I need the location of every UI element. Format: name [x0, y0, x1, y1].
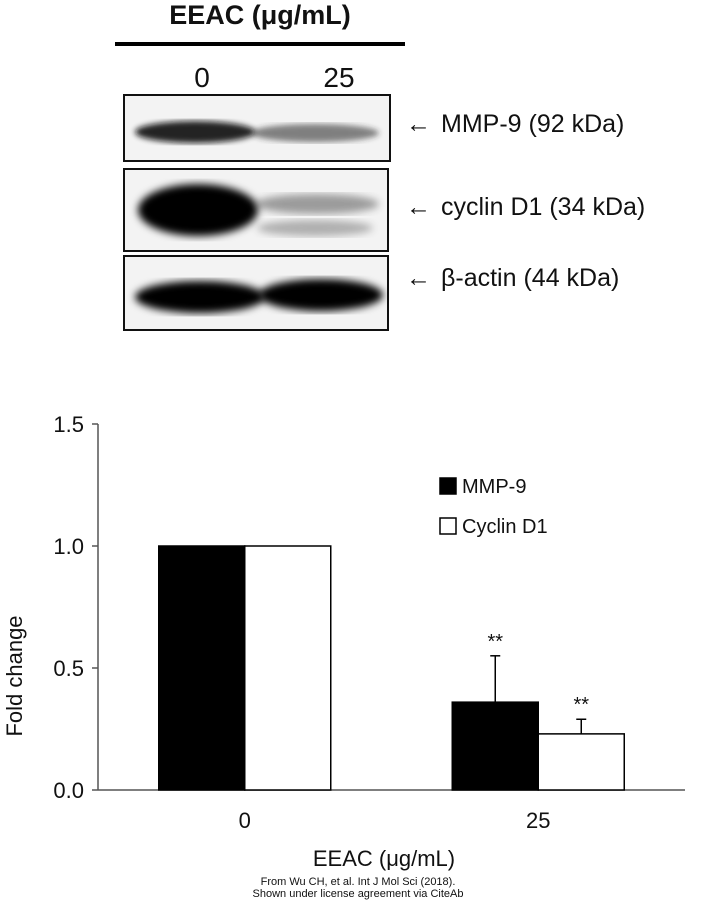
legend-swatch	[439, 477, 457, 495]
band-label-mmp9: ← MMP-9 (92 kDa)	[406, 110, 624, 139]
arrow-left-icon: ←	[406, 193, 431, 221]
blot-image-cyclind1	[138, 184, 379, 236]
x-tick-label: 25	[526, 808, 550, 833]
arrow-left-icon: ←	[406, 264, 431, 292]
band-actin-lane25	[259, 279, 383, 311]
band-label-text: MMP-9 (92 kDa)	[441, 110, 625, 138]
band-label-actin: ← β-actin (44 kDa)	[406, 264, 619, 293]
blot-lane-label-25: 25	[323, 62, 355, 93]
band-cyclind1-lane0	[138, 184, 258, 236]
y-axis-label: Fold change	[2, 615, 27, 736]
blot-panel-actin	[123, 255, 389, 331]
blot-panel-cyclind1	[123, 168, 389, 252]
significance-marker: **	[487, 631, 503, 653]
band-actin-lane0	[135, 281, 265, 313]
band-mmp9-lane0	[135, 121, 255, 143]
y-tick-label: 0.5	[53, 656, 84, 681]
legend-label: Cyclin D1	[462, 516, 548, 538]
blot-image-actin	[135, 279, 383, 313]
bar-chart: Fold change EEAC (μg/mL) 0.0 0.5 1.0 1.5 0 **…	[2, 412, 685, 871]
citation-line-1: From Wu CH, et al. Int J Mol Sci (2018).	[260, 876, 456, 888]
blot-lane-label-0: 0	[194, 62, 210, 93]
citation: From Wu CH, et al. Int J Mol Sci (2018).…	[0, 876, 716, 900]
blot-image-mmp9	[135, 121, 379, 143]
x-axis-label: EEAC (μg/mL)	[313, 846, 455, 871]
x-tick-label: 0	[239, 808, 251, 833]
band-label-text: β-actin (44 kDa)	[441, 264, 620, 292]
band-label-text: cyclin D1 (34 kDa)	[441, 193, 646, 221]
band-label-cyclind1: ← cyclin D1 (34 kDa)	[406, 193, 645, 222]
band-cyclind1-lane25-upper	[255, 194, 379, 214]
blot-panel-mmp9	[123, 94, 391, 162]
band-mmp9-lane25	[251, 124, 379, 142]
y-tick-label: 1.5	[53, 412, 84, 437]
bar-mmp-9	[158, 545, 246, 791]
bar-mmp-9	[451, 701, 539, 791]
bar-cyclin-d1	[537, 733, 625, 791]
legend-label: MMP-9	[462, 476, 526, 498]
significance-marker: **	[573, 694, 589, 716]
y-tick-label: 1.0	[53, 534, 84, 559]
citation-line-2: Shown under license agreement via CiteAb	[252, 888, 464, 900]
legend-swatch	[439, 517, 457, 535]
blot-treatment-label: EEAC (μg/mL)	[169, 0, 351, 30]
band-cyclind1-lane25-lower	[257, 220, 373, 236]
arrow-left-icon: ←	[406, 110, 431, 138]
y-tick-label: 0.0	[53, 778, 84, 803]
bar-cyclin-d1	[244, 545, 332, 791]
blot-treatment-rule	[115, 42, 405, 46]
